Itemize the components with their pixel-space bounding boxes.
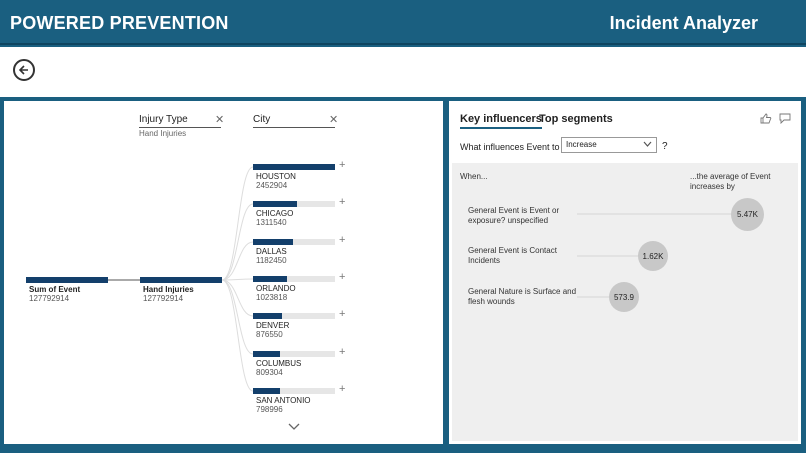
expand-plus-icon[interactable]: + <box>339 383 346 395</box>
city-name: DENVER <box>256 321 290 330</box>
when-label: When... <box>460 172 488 181</box>
city-node[interactable]: ORLANDO 1023818 <box>253 276 335 304</box>
city-bar-track <box>253 388 335 394</box>
tab-top-segments[interactable]: Top segments <box>539 113 613 125</box>
expand-plus-icon[interactable]: + <box>339 308 346 320</box>
city-connector <box>221 166 254 281</box>
city-bar-track <box>253 351 335 357</box>
city-value: 876550 <box>256 330 283 339</box>
city-value: 1182450 <box>256 256 287 265</box>
average-label-line2: increases by <box>690 182 735 191</box>
nav-bar <box>0 47 806 97</box>
tree-connectors <box>108 166 254 392</box>
city-bar <box>253 276 287 282</box>
hand-injuries-value: 127792914 <box>143 294 184 303</box>
city-node[interactable]: SAN ANTONIO 798996 <box>253 388 335 416</box>
influencer-lines <box>577 213 734 298</box>
influencer-3-text[interactable]: General Nature is Surface and flesh woun… <box>468 287 577 306</box>
city-name: COLUMBUS <box>256 359 302 368</box>
influencer-3-bubble[interactable]: 573.9 <box>609 282 639 312</box>
city-node[interactable]: HOUSTON 2452904 <box>253 164 335 192</box>
root-node[interactable]: Sum of Event 127792914 <box>26 277 108 305</box>
key-influencers-panel: Key influencers Top segments What influe… <box>449 101 801 444</box>
city-name: ORLANDO <box>256 284 296 293</box>
brand-title: POWERED PREVENTION <box>10 13 229 33</box>
expand-plus-icon[interactable]: + <box>339 196 346 208</box>
root-bar <box>26 277 108 283</box>
chevron-down-icon[interactable] <box>288 423 300 431</box>
city-name: HOUSTON <box>256 172 296 181</box>
influencer-1-bubble[interactable]: 5.47K <box>731 198 764 231</box>
average-label: ...the average of Event increases by <box>690 172 771 192</box>
decomposition-tree-panel: Injury Type ✕ Hand Injuries City ✕ Sum o… <box>4 101 443 444</box>
average-label-line1: ...the average of Event <box>690 172 771 181</box>
city-bar <box>253 239 293 245</box>
hand-injuries-bar <box>140 277 222 283</box>
expand-plus-icon[interactable]: + <box>339 234 346 246</box>
injury-type-filter: Hand Injuries <box>139 129 187 138</box>
city-node[interactable]: CHICAGO 1311540 <box>253 201 335 229</box>
speech-bubble-icon[interactable] <box>779 113 791 125</box>
city-value: 798996 <box>256 405 283 414</box>
city-bar <box>253 388 280 394</box>
increase-dropdown[interactable]: Increase <box>561 137 657 153</box>
back-button[interactable] <box>13 59 35 81</box>
top-banner: POWERED PREVENTION Incident Analyzer <box>0 0 806 45</box>
city-name: CHICAGO <box>256 209 294 218</box>
city-bar-track <box>253 239 335 245</box>
help-question-mark[interactable]: ? <box>662 141 668 152</box>
city-bar <box>253 201 297 207</box>
city-bar <box>253 164 335 170</box>
city-value: 809304 <box>256 368 283 377</box>
expand-plus-icon[interactable]: + <box>339 271 346 283</box>
city-bar-track <box>253 276 335 282</box>
feedback-icons <box>760 111 791 129</box>
remove-city-button[interactable]: ✕ <box>329 114 339 126</box>
city-connector <box>221 203 254 281</box>
hand-injuries-node[interactable]: Hand Injuries 127792914 <box>140 277 222 305</box>
arrow-left-icon <box>18 65 28 75</box>
city-connector <box>221 241 254 281</box>
expand-plus-icon[interactable]: + <box>339 346 346 358</box>
city-connector <box>221 279 254 317</box>
city-name: SAN ANTONIO <box>256 396 311 405</box>
hand-injuries-label: Hand Injuries <box>143 285 194 294</box>
city-bar <box>253 351 280 357</box>
city-header[interactable]: City <box>253 114 335 128</box>
tab-key-influencers[interactable]: Key influencers <box>460 113 542 129</box>
city-value: 1311540 <box>256 218 287 227</box>
city-node[interactable]: COLUMBUS 809304 <box>253 351 335 379</box>
influence-question: What influences Event to <box>460 142 560 152</box>
injury-type-header[interactable]: Injury Type <box>139 114 221 128</box>
remove-injury-type-button[interactable]: ✕ <box>215 114 225 126</box>
influencers-list: When... ...the average of Event increase… <box>452 163 798 441</box>
dropdown-value: Increase <box>566 140 597 149</box>
app-title: Incident Analyzer <box>609 13 758 33</box>
city-bar <box>253 313 282 319</box>
city-value: 1023818 <box>256 293 288 302</box>
expand-plus-icon[interactable]: + <box>339 159 346 171</box>
city-connector <box>221 279 254 355</box>
city-node[interactable]: DALLAS 1182450 <box>253 239 335 267</box>
influencer-2-text[interactable]: General Event is Contact Incidents <box>468 246 557 265</box>
city-connector <box>221 278 254 281</box>
city-bar-track <box>253 313 335 319</box>
chevron-down-icon <box>643 141 652 147</box>
root-label: Sum of Event <box>29 285 81 294</box>
city-name: DALLAS <box>256 247 287 256</box>
city-node[interactable]: DENVER 876550 <box>253 313 335 341</box>
city-value: 2452904 <box>256 181 288 190</box>
influencer-1-text[interactable]: General Event is Event or exposure? unsp… <box>468 206 560 225</box>
root-value: 127792914 <box>29 294 70 303</box>
thumbs-up-icon[interactable] <box>760 113 772 124</box>
influencer-2-bubble[interactable]: 1.62K <box>638 241 668 271</box>
city-connector <box>221 279 254 392</box>
